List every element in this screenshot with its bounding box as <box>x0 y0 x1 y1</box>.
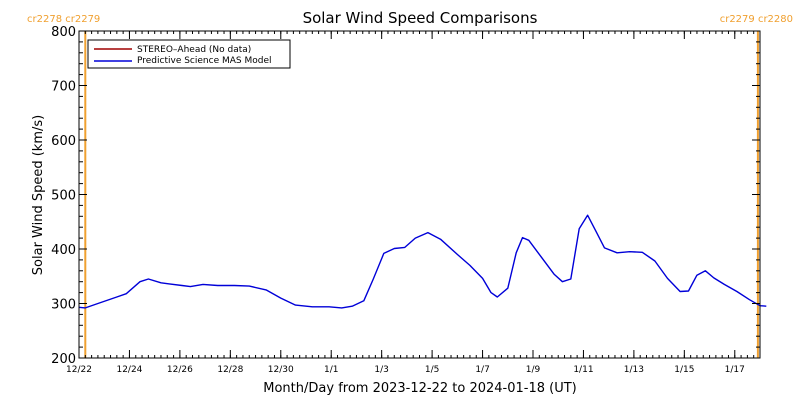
y-tick-label: 800 <box>51 25 76 40</box>
series-line-1 <box>78 214 767 309</box>
x-tick-label: 1/9 <box>526 365 541 375</box>
y-tick-label: 500 <box>51 189 76 204</box>
x-tick-label: 1/1 <box>324 365 338 375</box>
boundary-label-right: cr2279 cr2280 <box>720 14 793 25</box>
y-tick-label: 400 <box>51 243 76 258</box>
x-tick-label: 1/13 <box>624 365 644 375</box>
x-tick-label: 12/30 <box>268 365 294 375</box>
legend-label-stereo: STEREO–Ahead (No data) <box>137 45 251 55</box>
x-tick-label: 1/11 <box>573 365 593 375</box>
y-tick-label: 300 <box>51 298 76 313</box>
x-tick-label: 12/24 <box>116 365 142 375</box>
y-axis-ticks: 200 300 400 500 600 700 800 <box>51 25 760 367</box>
legend-label-mas: Predictive Science MAS Model <box>137 56 272 66</box>
x-tick-label: 1/15 <box>674 365 694 375</box>
x-tick-label: 12/22 <box>66 365 92 375</box>
boundary-label-left: cr2278 cr2279 <box>27 14 100 25</box>
chart-title: Solar Wind Speed Comparisons <box>303 9 538 27</box>
y-tick-label: 200 <box>51 352 76 367</box>
x-tick-label: 1/17 <box>725 365 745 375</box>
x-tick-label: 1/5 <box>425 365 439 375</box>
x-tick-label: 12/28 <box>217 365 243 375</box>
x-tick-label: 1/7 <box>475 365 489 375</box>
y-tick-label: 700 <box>51 80 76 95</box>
series-layer <box>78 214 767 309</box>
legend: STEREO–Ahead (No data) Predictive Scienc… <box>87 39 291 69</box>
x-tick-label: 1/3 <box>374 365 388 375</box>
x-axis-label: Month/Day from 2023-12-22 to 2024-01-18 … <box>263 381 576 396</box>
y-tick-label: 600 <box>51 134 76 149</box>
x-tick-label: 12/26 <box>167 365 193 375</box>
y-axis-label: Solar Wind Speed (km/s) <box>31 115 46 275</box>
x-axis-ticks: 12/22 12/24 12/26 12/28 12/30 1/1 1/3 1/5 1/7 1/9… <box>66 31 761 375</box>
legend-box <box>87 39 291 69</box>
